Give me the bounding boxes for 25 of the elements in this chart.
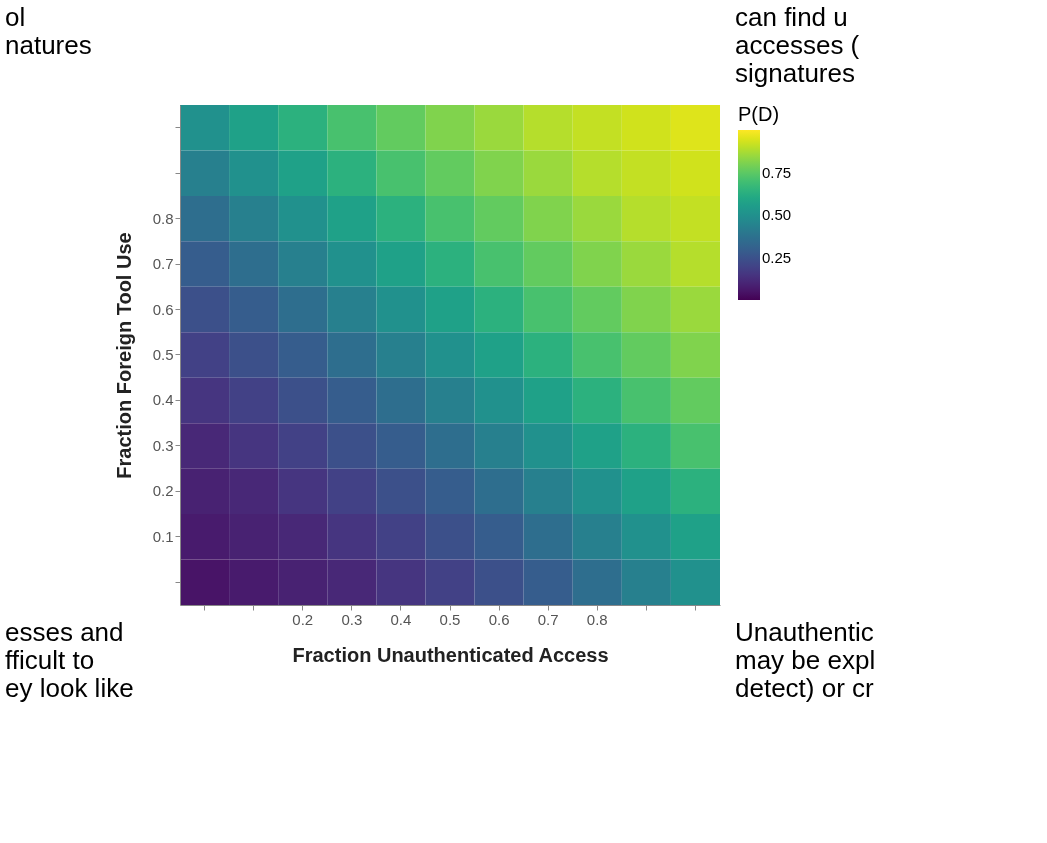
color-bar-label: 0.75 bbox=[762, 163, 792, 181]
x-axis-title: Fraction Unauthenticated Access bbox=[292, 643, 609, 666]
text: esses and fficult to ey look like bbox=[5, 617, 134, 703]
x-tick-label: 0.2 bbox=[292, 610, 314, 628]
color-bar-label: 0.50 bbox=[762, 206, 792, 223]
x-tick-label: 0.7 bbox=[537, 610, 559, 628]
y-tick-label: 0.6 bbox=[152, 300, 174, 318]
y-tick-label: 0.4 bbox=[152, 391, 174, 409]
x-tick-label: 0.8 bbox=[586, 610, 608, 628]
y-tick-label: 0.1 bbox=[152, 527, 174, 545]
x-tick-label: 0.4 bbox=[390, 610, 412, 628]
color-bar-title: P(D) bbox=[738, 103, 780, 125]
x-tick-label: 0.5 bbox=[439, 610, 461, 628]
y-tick-label: 0.5 bbox=[152, 346, 174, 363]
text: can find u accesses ( signatures bbox=[735, 2, 860, 88]
y-axis-title: Fraction Foreign Tool Use bbox=[112, 232, 135, 479]
y-tick-label: 0.3 bbox=[152, 436, 174, 454]
text: Unauthentic may be expl detect) or cr bbox=[735, 617, 876, 703]
color-bar-label: 0.25 bbox=[762, 248, 792, 266]
text: ol natures bbox=[5, 2, 92, 60]
y-tick-label: 0.7 bbox=[152, 255, 174, 273]
y-tick-label: 0.2 bbox=[152, 482, 174, 500]
x-tick-label: 0.3 bbox=[341, 610, 363, 628]
x-tick-label: 0.6 bbox=[488, 610, 510, 628]
y-tick-label: 0.8 bbox=[152, 209, 174, 227]
